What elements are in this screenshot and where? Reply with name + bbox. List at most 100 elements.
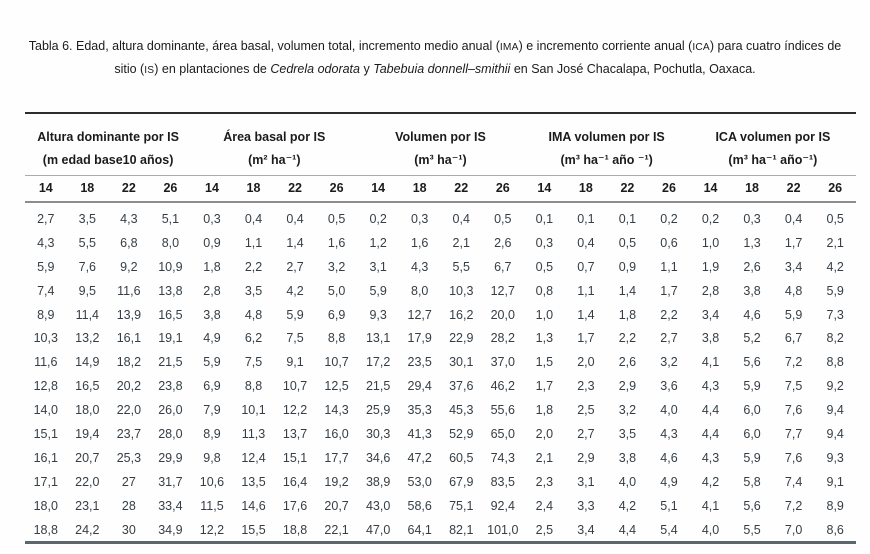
- table-cell: 17,7: [324, 450, 349, 465]
- caption-text: ) e incremento corriente anual (: [518, 39, 693, 53]
- table-cell: 13,9: [116, 307, 142, 322]
- column-group-unit: (m³ ha⁻¹): [357, 146, 524, 176]
- table-cell: 4,6: [743, 307, 761, 322]
- table-cell: 2,1: [826, 235, 844, 250]
- table-cell: 5,9: [743, 450, 761, 465]
- table-cell: 7,5: [784, 379, 803, 394]
- table-row: 10,3 13,2 16,1 19,1 4,9 6,2 7,5 8,8 13,1 17,9 22,9…: [25, 326, 856, 350]
- table-cell: 9,3: [369, 307, 387, 322]
- table-cell: 3,4: [784, 259, 803, 274]
- table-cell: 7,6: [784, 450, 803, 465]
- table-cell: 0,1: [618, 211, 637, 226]
- table-cell: 1,4: [286, 235, 304, 250]
- table-cell: 14,6: [241, 498, 266, 513]
- table-cell: 19,4: [75, 426, 100, 441]
- table-cell: 13,1: [365, 331, 391, 346]
- table-cell: 35,3: [407, 403, 432, 418]
- table-cell: 28,0: [158, 426, 183, 441]
- table-cell: 19,2: [324, 474, 349, 489]
- table-cell: 4,6: [660, 450, 678, 465]
- table-cell: 16,5: [158, 307, 183, 322]
- table-cell: 82,1: [449, 522, 474, 537]
- table-cell: 3,6: [660, 379, 678, 394]
- table-cell: 16,1: [33, 450, 58, 465]
- table-cell: 11,6: [117, 283, 141, 298]
- table-cell: 47,0: [365, 522, 391, 537]
- table-cell: 4,0: [660, 403, 678, 418]
- table-cell: 15,1: [33, 426, 58, 441]
- table-cell: 7,5: [244, 355, 263, 370]
- table-cell: 2,7: [660, 331, 678, 346]
- table-cell: 9,1: [826, 474, 844, 489]
- table-cell: 12,7: [490, 283, 515, 298]
- table-cell: 4,2: [618, 498, 637, 513]
- table-cell: 20,7: [324, 498, 349, 513]
- table-cell: 6,7: [784, 331, 803, 346]
- site-index-column-header: 14: [357, 175, 399, 203]
- table-cell: 4,3: [701, 450, 720, 465]
- table-cell: 7,5: [286, 331, 304, 346]
- table-cell: 0,7: [577, 259, 595, 274]
- table-cell: 4,0: [701, 522, 720, 537]
- table-cell: 4,4: [701, 426, 720, 441]
- table-cell: 0,1: [577, 211, 595, 226]
- table-cell: 1,0: [535, 307, 554, 322]
- site-index-column-header: 14: [689, 175, 732, 203]
- table-cell: 8,8: [244, 379, 263, 394]
- site-index-column-header: 18: [66, 175, 109, 203]
- table-cell: 4,1: [701, 498, 720, 513]
- site-index-column-header: 26: [814, 175, 856, 203]
- table-cell: 11,3: [241, 426, 266, 441]
- table-cell: 0,2: [660, 211, 678, 226]
- table-cell: 1,7: [577, 331, 595, 346]
- table-cell: 0,9: [618, 259, 637, 274]
- table-cell: 4,2: [826, 259, 844, 274]
- table-cell: 22,0: [75, 474, 100, 489]
- table-cell: 3,2: [327, 259, 346, 274]
- table-cell: 5,9: [743, 379, 761, 394]
- table-cell: 4,9: [203, 331, 221, 346]
- site-index-column-header: 26: [149, 175, 192, 203]
- table-cell: 15,5: [241, 522, 266, 537]
- table-cell: 37,6: [449, 379, 474, 394]
- table-cell: 11,6: [34, 355, 58, 370]
- table-cell: 12,4: [241, 450, 266, 465]
- table-row: 16,1 20,7 25,3 29,9 9,8 12,4 15,1 17,7 34,6 47,2 6…: [25, 446, 856, 470]
- table-cell: 74,3: [490, 450, 515, 465]
- table-cell: 10,1: [241, 403, 266, 418]
- table-cell: 3,8: [203, 307, 221, 322]
- table-cell: 0,4: [452, 211, 470, 226]
- table-cell: 2,3: [577, 379, 595, 394]
- table-cell: 4,9: [660, 474, 678, 489]
- table-cell: 15,1: [282, 450, 308, 465]
- table-cell: 3,1: [369, 259, 387, 274]
- table-cell: 83,5: [490, 474, 515, 489]
- table-cell: 2,4: [535, 498, 554, 513]
- table-cell: 1,8: [618, 307, 637, 322]
- table-cell: 23,7: [116, 426, 142, 441]
- table-cell: 8,9: [826, 498, 844, 513]
- table-row: 14,0 18,0 22,0 26,0 7,9 10,1 12,2 14,3 25,9 35,3 4…: [25, 398, 856, 422]
- table-cell: 3,1: [577, 474, 595, 489]
- table-cell: 10,9: [158, 259, 183, 274]
- column-group-title: IMA volumen por IS: [548, 130, 665, 144]
- table-cell: 1,1: [577, 283, 595, 298]
- table-cell: 7,3: [826, 307, 844, 322]
- table-cell: 22,0: [116, 403, 142, 418]
- table-cell: 8,8: [327, 331, 346, 346]
- table-cell: 5,9: [37, 259, 55, 274]
- table-cell: 5,6: [743, 355, 761, 370]
- table-cell: 3,5: [244, 283, 263, 298]
- table-cell: 16,0: [324, 426, 349, 441]
- caption-text-italic: Cedrela odorata: [270, 61, 360, 76]
- table-cell: 12,2: [199, 522, 225, 537]
- table-cell: 6,0: [743, 426, 761, 441]
- table-cell: 25,3: [116, 450, 142, 465]
- column-group-unit: (m³ ha⁻¹ año ⁻¹): [523, 146, 690, 176]
- table-row: 18,8 24,2 30 34,9 12,2 15,5 18,8 22,1 47,0 64,1 82…: [25, 518, 856, 543]
- table-cell: 1,6: [327, 235, 346, 250]
- table-cell: 9,8: [203, 450, 221, 465]
- site-index-column-header: 22: [772, 175, 815, 203]
- table-cell: 8,0: [411, 283, 429, 298]
- table-cell: 4,3: [660, 426, 678, 441]
